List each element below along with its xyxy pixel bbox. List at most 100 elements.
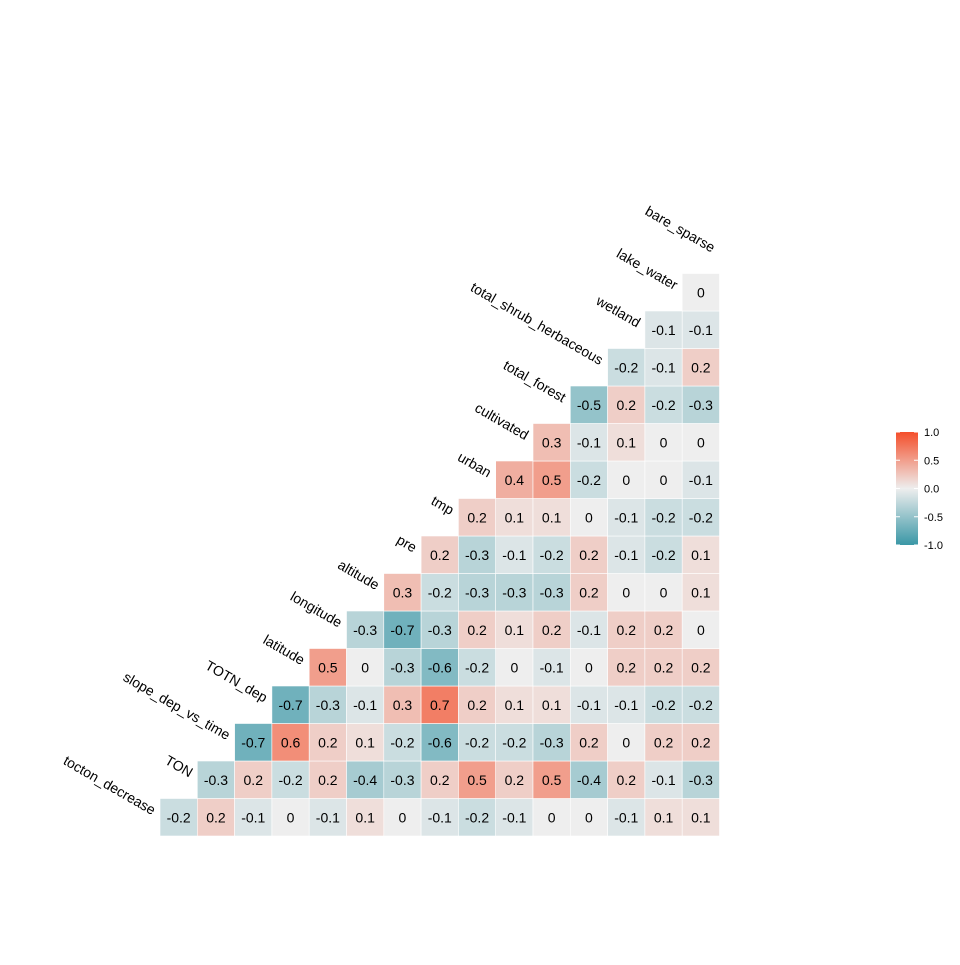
- cell-value-label: 0.3: [393, 697, 413, 713]
- cell-value-label: 0.7: [430, 697, 450, 713]
- heatmap-cell: [271, 685, 310, 724]
- heatmap-cell: [458, 723, 496, 762]
- cell-value-label: 0.2: [691, 659, 711, 675]
- heatmap-cell: [644, 385, 683, 424]
- variable-label: latitude: [261, 631, 308, 668]
- cell-value-label: 0.6: [281, 734, 301, 750]
- cell-value-label: -0.2: [651, 397, 675, 413]
- cell-value-label: 0: [660, 434, 668, 450]
- heatmap-cell: [607, 498, 646, 537]
- heatmap-cell: [681, 610, 720, 649]
- cell-value-label: -0.6: [428, 734, 452, 750]
- variable-label: total_shrub_herbaceous: [468, 279, 606, 368]
- variable-label: tocton_decrease: [61, 752, 159, 818]
- heatmap-cell: [681, 685, 720, 724]
- heatmap-cell: [681, 573, 720, 612]
- heatmap-cell: [644, 498, 683, 537]
- heatmap-cell: [532, 723, 571, 762]
- cell-value-label: -0.2: [465, 734, 489, 750]
- cell-value-label: 0.5: [542, 472, 562, 488]
- heatmap-cell: [644, 535, 683, 574]
- heatmap-cell: [681, 460, 720, 499]
- cell-value-label: -0.4: [577, 772, 601, 788]
- cell-value-label: 0.1: [691, 547, 711, 563]
- cell-value-label: -0.1: [577, 434, 601, 450]
- heatmap-cell: [458, 610, 496, 649]
- cell-value-label: -0.2: [167, 809, 191, 825]
- cell-value-label: 0.2: [467, 622, 487, 638]
- cell-value-label: -0.3: [390, 659, 414, 675]
- cell-value-label: -0.3: [689, 772, 713, 788]
- cell-value-label: 0.1: [505, 509, 525, 525]
- cell-value-label: -0.3: [390, 772, 414, 788]
- cell-value-label: 0: [585, 659, 593, 675]
- variable-label: wetland: [593, 292, 644, 330]
- variable-label: longitude: [288, 588, 345, 630]
- cell-value-label: 0.2: [617, 622, 637, 638]
- cell-value-label: 0.2: [467, 697, 487, 713]
- heatmap-cell: [495, 573, 534, 612]
- heatmap-cell: [681, 498, 720, 537]
- cell-value-label: -0.3: [540, 734, 564, 750]
- heatmap-cell: [681, 535, 720, 574]
- heatmap-cell: [607, 798, 646, 837]
- cell-value-label: 0.1: [355, 734, 375, 750]
- heatmap-cell: [458, 685, 496, 724]
- cell-value-label: 0.3: [393, 584, 413, 600]
- heatmap-cell: [420, 648, 459, 687]
- heatmap-cell: [420, 685, 459, 724]
- legend-ticks: 1.0 0.5 0.0 -0.5 -1.0: [896, 427, 943, 552]
- heatmap-cell: [346, 610, 385, 649]
- heatmap-cell: [458, 648, 496, 687]
- heatmap-cell: [271, 760, 310, 799]
- heatmap-cell: [308, 798, 347, 837]
- heatmap-cell: [644, 310, 683, 349]
- cell-value-label: -0.2: [577, 472, 601, 488]
- cell-value-label: -0.2: [465, 809, 489, 825]
- cell-value-label: 0.2: [654, 659, 674, 675]
- cell-value-label: 0.2: [318, 734, 338, 750]
- heatmap-cell: [681, 348, 720, 387]
- cell-value-label: -0.3: [428, 622, 452, 638]
- legend-tick-label: -1.0: [924, 540, 943, 552]
- cell-value-label: 0: [548, 809, 556, 825]
- heatmap-cell: [607, 610, 646, 649]
- cell-value-label: -0.1: [316, 809, 340, 825]
- cell-value-label: -0.2: [540, 547, 564, 563]
- cell-value-label: -0.7: [390, 622, 414, 638]
- cell-value-label: -0.1: [540, 659, 564, 675]
- heatmap-cell: [607, 460, 646, 499]
- heatmap-cell: [383, 723, 422, 762]
- cell-value-label: 0.2: [654, 622, 674, 638]
- heatmap-cell: [644, 348, 683, 387]
- variable-label: TON: [162, 752, 195, 781]
- heatmap-cell: [420, 610, 459, 649]
- heatmap-cell: [346, 798, 385, 837]
- heatmap-cell: [495, 610, 534, 649]
- heatmap-cell: [495, 498, 534, 537]
- heatmap-cell: [420, 798, 459, 837]
- cell-value-label: -0.1: [502, 547, 526, 563]
- heatmap-cell: [644, 723, 683, 762]
- cell-value-label: 0: [622, 584, 630, 600]
- heatmap-cell: [532, 535, 571, 574]
- heatmap-cell: [569, 535, 608, 574]
- cell-value-label: 0.2: [206, 809, 226, 825]
- cell-value-label: -0.3: [465, 547, 489, 563]
- cell-value-label: 0.1: [691, 809, 711, 825]
- cell-value-label: -0.2: [428, 584, 452, 600]
- cell-value-label: -0.3: [465, 584, 489, 600]
- cell-value-label: -0.4: [353, 772, 377, 788]
- variable-label: pre: [394, 531, 420, 555]
- cell-value-label: 0.2: [579, 734, 599, 750]
- cell-value-label: 0.2: [579, 547, 599, 563]
- heatmap-cell: [495, 798, 534, 837]
- legend-tick-label: 1.0: [924, 427, 939, 439]
- cell-value-label: -0.1: [428, 809, 452, 825]
- cell-value-label: 0.2: [505, 772, 525, 788]
- cell-value-label: -0.1: [502, 809, 526, 825]
- variable-label: lake_water: [614, 245, 681, 293]
- cell-value-label: -0.1: [577, 697, 601, 713]
- cell-value-label: -0.3: [540, 584, 564, 600]
